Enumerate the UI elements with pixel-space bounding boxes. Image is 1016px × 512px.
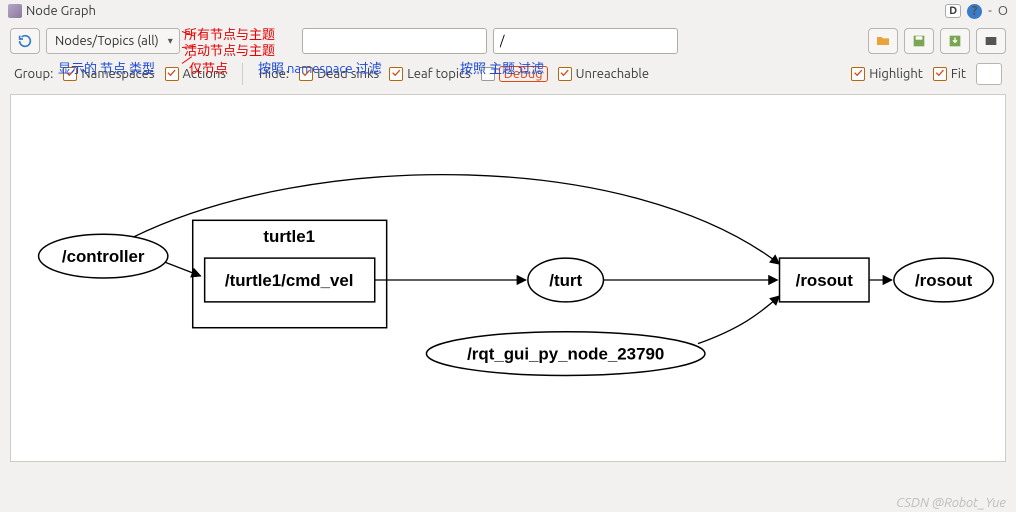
node-rosout-topic-label: /rosout [796,271,854,290]
group-turtle1-label: turtle1 [263,227,315,246]
fit-checkbox[interactable]: Fit [933,67,966,81]
group-label: Group: [14,67,53,81]
app-icon [8,4,22,18]
watermark: CSDN @Robot_Yue [896,496,1006,510]
open-icon[interactable] [868,28,898,54]
debug-checkbox[interactable]: Debug [481,66,548,82]
refresh-button[interactable] [10,28,40,54]
unreachable-checkbox[interactable]: Unreachable [558,67,649,81]
namespaces-checkbox[interactable]: Namespaces [63,67,154,81]
export-icon[interactable] [940,28,970,54]
node-type-select[interactable]: Nodes/Topics (all) [46,28,180,54]
toolbar-top: Nodes/Topics (all) [0,22,1016,58]
node-rqt-label: /rqt_gui_py_node_23790 [467,345,664,364]
edge [165,262,201,276]
actions-checkbox[interactable]: Actions [165,67,226,81]
minimize-icon[interactable]: - [988,4,992,18]
node-turt-label: /turt [549,271,582,290]
edge [698,296,780,344]
select-value: Nodes/Topics (all) [55,34,159,48]
zoom-stepper[interactable] [976,63,1002,85]
screenshot-icon[interactable] [976,28,1006,54]
leaf-topics-checkbox[interactable]: Leaf topics [389,67,471,81]
namespace-filter-input[interactable] [302,28,487,54]
node-cmd-vel-label: /turtle1/cmd_vel [225,271,354,290]
d-badge[interactable]: D [945,4,961,18]
graph-canvas[interactable]: /controller turtle1 /turtle1/cmd_vel /tu… [10,94,1006,462]
node-controller-label: /controller [62,247,145,266]
help-icon[interactable]: ? [967,4,982,19]
edge [133,175,779,264]
window-title: Node Graph [26,4,96,18]
toolbar-options: Group: Namespaces Actions Hide: Dead sin… [0,58,1016,94]
topic-filter-input[interactable] [493,28,678,54]
save-icon[interactable] [904,28,934,54]
node-rosout-label: /rosout [915,271,973,290]
maximize-icon[interactable]: O [998,4,1008,18]
hide-label: Hide: [259,67,289,81]
dead-sinks-checkbox[interactable]: Dead sinks [299,67,379,81]
highlight-checkbox[interactable]: Highlight [851,67,923,81]
title-bar: Node Graph D ? - O [0,0,1016,22]
